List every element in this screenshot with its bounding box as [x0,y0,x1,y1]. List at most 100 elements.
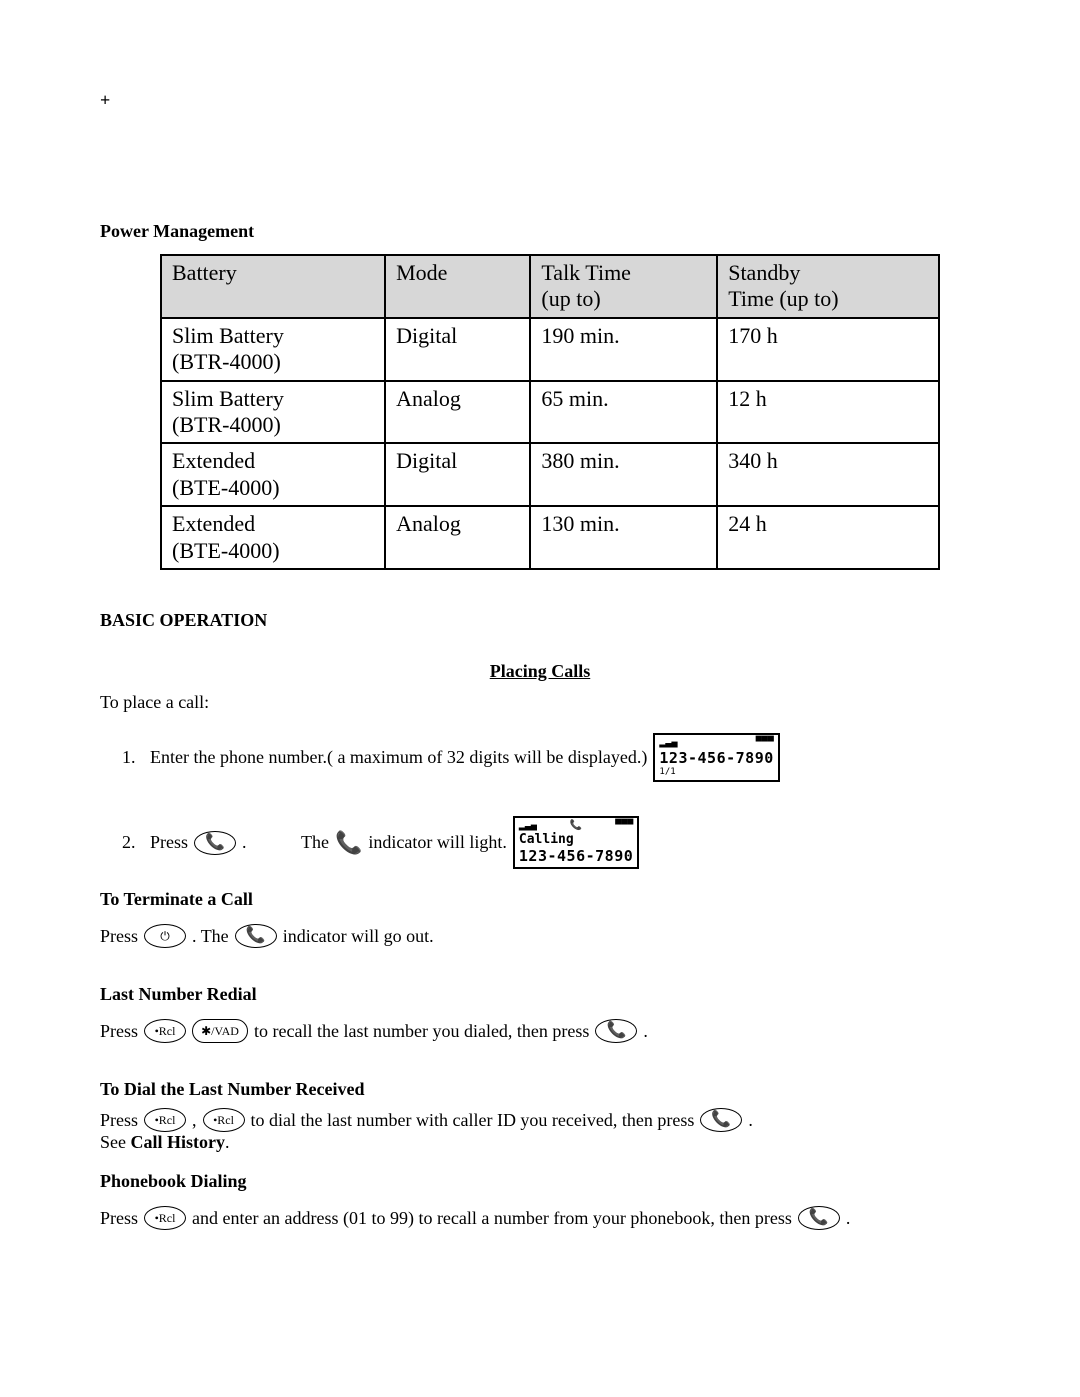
lcd-number: 123-456-7890 [519,847,633,865]
step2-press: Press [150,832,188,853]
rcl-key-icon: •Rcl [144,1108,186,1132]
phone-icon: 📞 [246,928,266,944]
phone-icon: 📞 [606,1023,626,1039]
rcl-key-icon: •Rcl [203,1108,245,1132]
phonebook-text: Press •Rcl and enter an address (01 to 9… [100,1206,850,1230]
lcd-screen-calling: ▂▃▄ 📞 ▀▀▀ Calling 123-456-7890 [513,816,639,870]
cell: Extended [172,511,255,536]
cell: (BTR-4000) [172,412,281,437]
cell: 170 h [717,318,939,381]
heading-basic-operation: BASIC OPERATION [100,610,980,631]
cell: 340 h [717,443,939,506]
send-key-icon: 📞 [194,831,236,855]
terminate-press: Press [100,926,138,947]
phone-icon: 📞 [809,1210,829,1226]
cell: Slim Battery [172,323,284,348]
col-standby-l2: Time (up to) [728,286,838,311]
crop-mark: + [100,90,980,111]
heading-last-number-received: To Dial the Last Number Received [100,1079,980,1100]
cell: 190 min. [530,318,717,381]
rcl-key-icon: •Rcl [144,1019,186,1043]
step2-the: The [301,832,329,853]
lr-comma: , [192,1110,197,1131]
cell: (BTE-4000) [172,538,280,563]
cell: Digital [385,443,530,506]
cell: 130 min. [530,506,717,569]
last-received-block: Press •Rcl , •Rcl to dial the last numbe… [100,1108,980,1153]
table-row: Slim Battery(BTR-4000) Digital 190 min. … [161,318,939,381]
send-key-icon: 📞 [595,1019,637,1043]
redial-text: Press •Rcl ✱/VAD to recall the last numb… [100,1019,648,1043]
pb-end: . [846,1208,851,1229]
lr-mid: to dial the last number with caller ID y… [251,1110,695,1131]
end-key-icon: ⏻ [144,924,186,948]
cell: 380 min. [530,443,717,506]
terminate-the: . The [192,926,229,947]
send-key-icon: 📞 [700,1108,742,1132]
step2-post: indicator will light. [368,832,506,853]
table-row: Extended(BTE-4000) Digital 380 min. 340 … [161,443,939,506]
cell: (BTR-4000) [172,349,281,374]
cell: 24 h [717,506,939,569]
lr-see-bold: Call History [131,1132,226,1152]
pb-press: Press [100,1208,138,1229]
lcd-screen-number: ▂▃▄ ▀▀▀ 123-456-7890 1/1 [653,733,779,782]
col-talk-l1: Talk Time [541,260,631,285]
lr-see-post: . [225,1132,230,1152]
redial-end: . [643,1021,648,1042]
table-row: Slim Battery(BTR-4000) Analog 65 min. 12… [161,381,939,444]
send-key-icon: 📞 [798,1206,840,1230]
placing-calls-steps: Enter the phone number.( a maximum of 32… [100,733,980,869]
col-battery: Battery [161,255,385,318]
lcd-footer: 1/1 [659,767,773,778]
step2-period: . [242,832,247,853]
heading-placing-calls: Placing Calls [100,661,980,682]
heading-power-management: Power Management [100,221,980,242]
col-talk-l2: (up to) [541,286,600,311]
lcd-number: 123-456-7890 [659,749,773,767]
battery-icon: ▀▀▀ [615,820,633,832]
pb-mid: and enter an address (01 to 99) to recal… [192,1208,792,1229]
col-mode-l1: Mode [396,260,447,285]
lr-press: Press [100,1110,138,1131]
redial-press: Press [100,1021,138,1042]
lcd-calling-label: Calling [519,832,633,848]
cell: (BTE-4000) [172,475,280,500]
table-row: Extended(BTE-4000) Analog 130 min. 24 h [161,506,939,569]
power-icon: ⏻ [160,929,170,944]
cell: 12 h [717,381,939,444]
cell: 65 min. [530,381,717,444]
inuse-icon: 📞 [570,820,582,832]
cell: Extended [172,448,255,473]
send-key-icon: 📞 [235,924,277,948]
battery-icon: ▀▀▀ [756,737,774,749]
terminate-post: indicator will go out. [283,926,434,947]
signal-icon: ▂▃▄ [519,820,537,832]
placing-calls-intro: To place a call: [100,692,980,713]
lr-see-pre: See [100,1132,131,1152]
col-battery-l1: Battery [172,260,237,285]
terminate-text: Press ⏻ . The 📞 indicator will go out. [100,924,434,948]
phone-icon: 📞 [711,1112,731,1128]
cell: Digital [385,318,530,381]
battery-table: Battery Mode Talk Time (up to) Standby T… [160,254,940,570]
step-2: Press 📞 . The 📞 indicator will light. ▂▃… [140,802,980,870]
col-talk: Talk Time (up to) [530,255,717,318]
star-vad-key-icon: ✱/VAD [192,1019,248,1043]
heading-last-number-redial: Last Number Redial [100,984,980,1005]
lr-end: . [748,1110,753,1131]
heading-placing-calls-text: Placing Calls [490,661,591,681]
rcl-key-icon: •Rcl [144,1206,186,1230]
in-use-indicator-icon: 📞 [335,832,362,854]
col-standby: Standby Time (up to) [717,255,939,318]
table-header-row: Battery Mode Talk Time (up to) Standby T… [161,255,939,318]
page: + Power Management Battery Mode Talk Tim… [0,0,1080,1308]
redial-mid: to recall the last number you dialed, th… [254,1021,589,1042]
col-standby-l1: Standby [728,260,800,285]
cell: Slim Battery [172,386,284,411]
signal-icon: ▂▃▄ [659,737,677,749]
heading-phonebook-dialing: Phonebook Dialing [100,1171,980,1192]
heading-terminate-call: To Terminate a Call [100,889,980,910]
cell: Analog [385,506,530,569]
col-mode: Mode [385,255,530,318]
